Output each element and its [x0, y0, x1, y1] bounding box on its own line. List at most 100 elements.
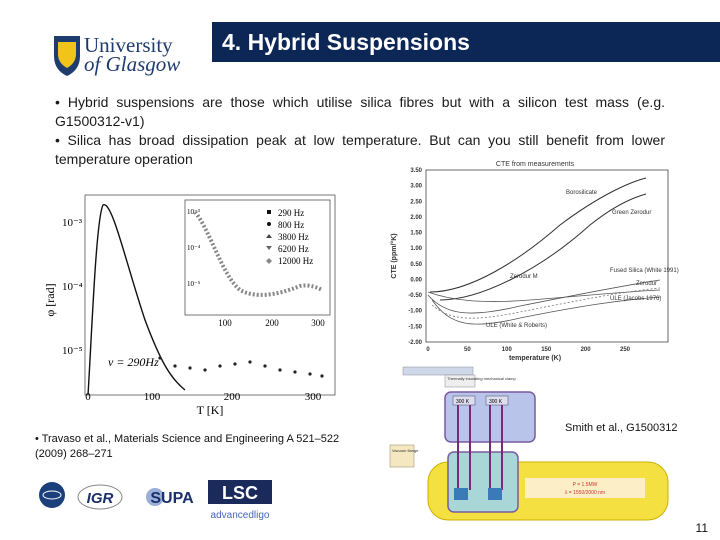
- y-tick-label: -1.00: [408, 309, 422, 315]
- y-tick-label: 2.00: [410, 215, 422, 221]
- inset-x-tick: 100: [218, 318, 232, 328]
- inset-y-tick: 10⁻⁴: [187, 244, 201, 252]
- legend-entry: 12000 Hz: [278, 256, 313, 266]
- legend-entry: 6200 Hz: [278, 244, 309, 254]
- annotation: ν = 290Hz: [108, 355, 159, 369]
- logo-mark: [42, 490, 62, 500]
- logo-mark: [39, 482, 65, 508]
- plot-frame: [425, 169, 669, 343]
- inset-legend: 290 Hz 800 Hz 3800 Hz 6200 Hz 12000 Hz: [266, 208, 313, 266]
- curve-green-zerodur: [439, 193, 647, 301]
- flange-box: [389, 444, 415, 468]
- logo-line1: University: [84, 33, 173, 57]
- curve-label: Zerodur: [636, 281, 657, 287]
- flange-top: [402, 366, 474, 376]
- stage-label: 300 K: [456, 399, 470, 405]
- test-mass: [454, 488, 468, 500]
- logo-mark: [146, 488, 164, 506]
- stage-box: [485, 395, 509, 406]
- footer-logos: IGR SUPA LSC advancedligo: [39, 480, 272, 521]
- cte-figure: CTE from measurements Borosilicate Green…: [390, 161, 679, 362]
- y-tick-label: 1.50: [410, 231, 422, 237]
- y-tick-label: 10⁻⁴: [62, 281, 83, 293]
- inset-x-tick: 200: [265, 318, 279, 328]
- clamp-box: [444, 374, 476, 388]
- x-tick-label: 300: [305, 391, 322, 403]
- y-tick-label: -0.50: [408, 293, 422, 299]
- y-tick-label: 0.00: [410, 277, 422, 283]
- legend-entry: 3800 Hz: [278, 232, 309, 242]
- y-tick-label: 1.00: [410, 246, 422, 252]
- curve-label: Fused Silica (White 1991): [610, 268, 679, 274]
- curve-zerodur-m: [427, 289, 661, 302]
- y-tick-label: 0.50: [410, 262, 422, 268]
- curve-borosilicate: [429, 177, 647, 293]
- beam: [525, 478, 645, 498]
- loss-points: [158, 356, 324, 378]
- y-tick-label: 3.00: [410, 184, 422, 190]
- logo-line2: of Glasgow: [84, 52, 180, 76]
- y-tick-label: 2.50: [410, 199, 422, 205]
- cte-title: CTE from measurements: [496, 161, 575, 168]
- left-caption-box: • Travaso et al., Materials Science and …: [35, 433, 340, 460]
- plot-frame: [84, 194, 336, 396]
- y-tick-label: 10⁻⁵: [62, 345, 83, 357]
- y-tick-label: -1.50: [408, 324, 422, 330]
- y-axis-title: φ [rad]: [43, 283, 57, 316]
- beam-label: P = 1.5MW: [573, 482, 598, 488]
- right-caption: Smith et al., G1500312: [565, 422, 678, 434]
- flange-label: Vacuum flange: [392, 448, 419, 453]
- bullet-list: • Hybrid suspensions are those which uti…: [55, 93, 665, 169]
- test-mass: [488, 488, 502, 500]
- x-axis-title: temperature (K): [509, 355, 561, 362]
- x-tick-label: 100: [502, 347, 513, 353]
- curve-label: Green Zerodur: [612, 210, 651, 216]
- curve-label: Borosilicate: [566, 190, 598, 196]
- beam-label: λ = 1550/2000 nm: [565, 490, 605, 496]
- clamp-label: Thermally insulating mechanical clamp: [447, 376, 516, 381]
- title-bar: [212, 22, 720, 62]
- left-caption: • Travaso et al., Materials Science and …: [35, 433, 340, 460]
- logo-mark: [77, 484, 123, 510]
- x-tick-label: 100: [144, 391, 161, 403]
- x-axis-title: T [K]: [197, 403, 224, 417]
- curve-label: Zerodur M: [510, 274, 538, 280]
- bullet: • Silica has broad dissipation peak at l…: [55, 132, 665, 167]
- logo-text: LSC: [222, 483, 258, 503]
- suspension-diagram: Thermally insulating mechanical clamp 30…: [389, 366, 669, 521]
- legend-entry: 290 Hz: [278, 208, 304, 218]
- y-tick-label: -2.00: [408, 340, 422, 346]
- logo-mark: [208, 480, 272, 504]
- stage-label: 300 K: [489, 399, 503, 405]
- x-tick-label: 250: [620, 347, 631, 353]
- curve-fused-silica: [427, 279, 661, 314]
- x-tick-label: 0: [85, 391, 91, 403]
- inset-points: [193, 210, 323, 297]
- inset-y-tick: 10⁻³: [187, 208, 200, 216]
- crest-inner: [58, 42, 76, 68]
- x-tick-label: 50: [464, 347, 471, 353]
- logo-text: IGR: [87, 490, 114, 507]
- curve-ule: [431, 296, 661, 325]
- y-tick-label: 10⁻³: [62, 217, 83, 229]
- bullet: • Hybrid suspensions are those which uti…: [55, 94, 665, 129]
- stage-box: [452, 395, 476, 406]
- x-tick-label: 200: [224, 391, 241, 403]
- x-tick-label: 200: [581, 347, 592, 353]
- inset-y-tick: 10⁻⁵: [187, 280, 201, 288]
- legend-entry: 800 Hz: [278, 220, 304, 230]
- x-tick-label: 0: [426, 347, 430, 353]
- loss-figure: 10⁻³ 10⁻⁴ 10⁻⁵ 0 100 200 300 T [K] φ [ra…: [43, 194, 336, 417]
- y-tick-label: 3.50: [410, 168, 422, 174]
- y-axis-title: CTE (ppm/°K): [390, 233, 398, 278]
- slide-title: 4. Hybrid Suspensions: [222, 29, 470, 55]
- university-logo: University of Glasgow: [54, 33, 180, 76]
- curve-label: ULE (White & Roberts): [486, 323, 547, 329]
- x-tick-label: 150: [541, 347, 552, 353]
- logo-text: advancedligo: [211, 510, 270, 521]
- logo-text: SUPA: [150, 490, 194, 507]
- curve-label: ULE (Jacobs 1976): [610, 296, 661, 302]
- page-number: 11: [696, 521, 709, 535]
